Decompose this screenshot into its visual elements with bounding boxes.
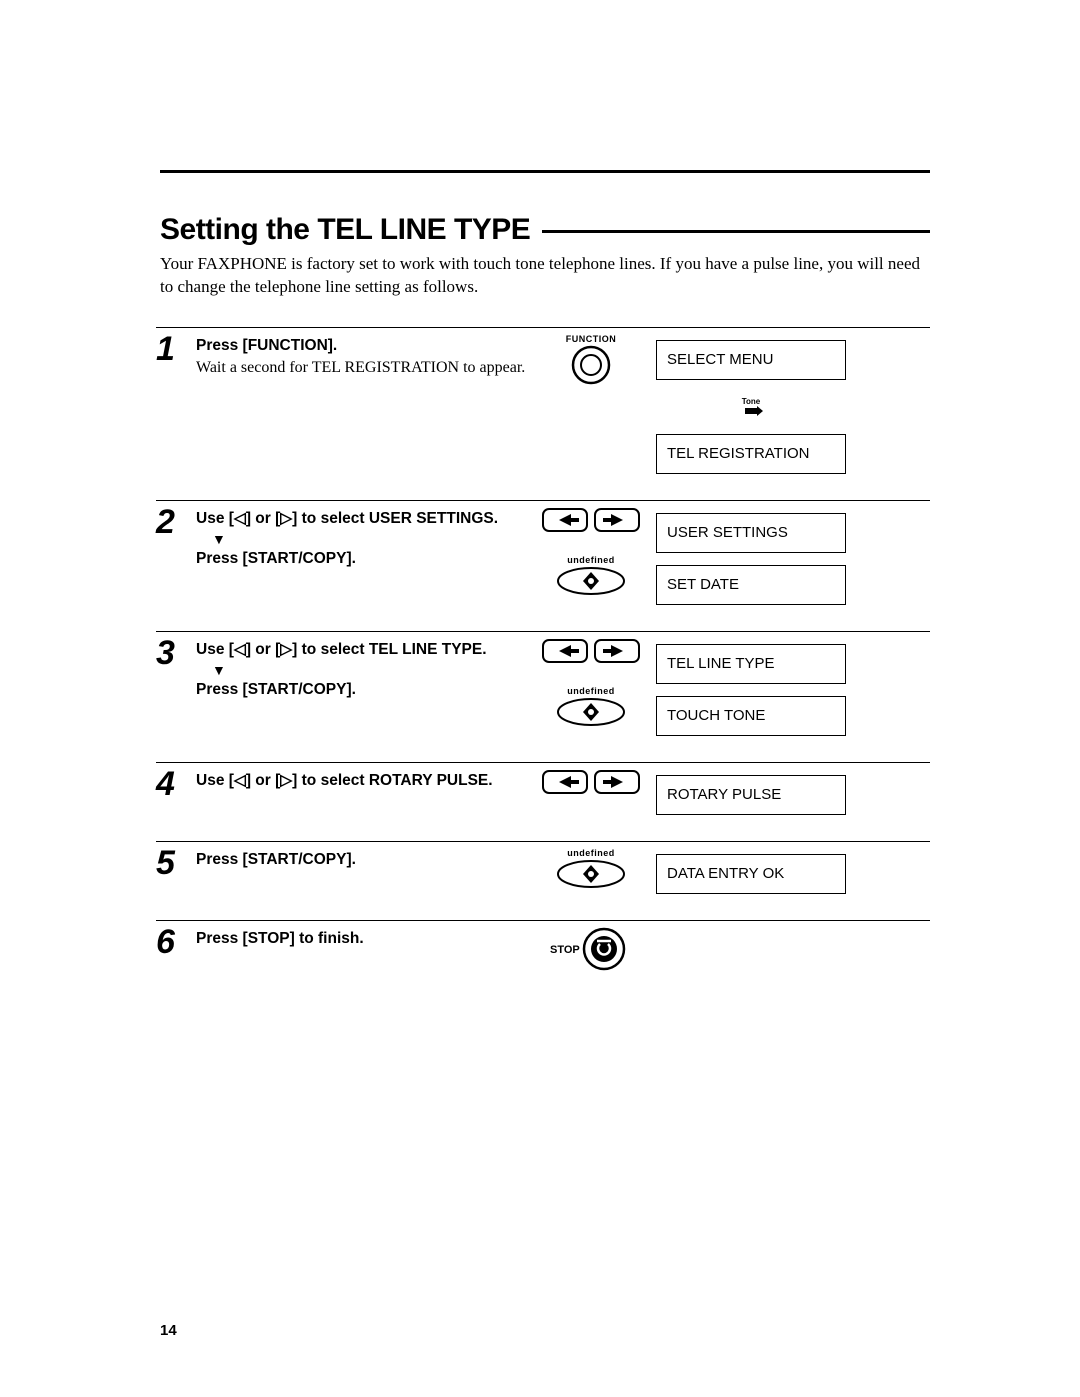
step-row: 4Use [◁] or [▷] to select ROTARY PULSE. …	[156, 762, 930, 815]
step-then: Press [START/COPY].	[196, 549, 526, 569]
stop-button-icon: STOP	[546, 927, 636, 971]
page-title: Setting the TEL LINE TYPE	[160, 213, 530, 247]
step-secondary: Wait a second for TEL REGISTRATION to ap…	[196, 358, 526, 379]
function-button-icon: FUNCTION	[566, 334, 617, 385]
step-icons	[526, 767, 656, 815]
step-icons: undefined	[526, 505, 656, 605]
step-row: 3Use [◁] or [▷] to select TEL LINE TYPE.…	[156, 631, 930, 736]
step-displays: ROTARY PULSE	[656, 767, 846, 815]
left-right-arrow-buttons-icon	[541, 769, 641, 795]
step-text: Use [◁] or [▷] to select USER SETTINGS. ▼…	[196, 505, 526, 605]
down-arrow-icon: ▼	[212, 531, 526, 547]
step-primary: Use [◁] or [▷] to select USER SETTINGS.	[196, 509, 526, 529]
step-primary: Press [START/COPY].	[196, 850, 526, 870]
left-right-arrow-buttons-icon	[541, 638, 641, 664]
start-copy-button-icon: undefined	[556, 848, 626, 889]
top-rule	[160, 170, 930, 173]
start-copy-button-icon: undefined	[556, 555, 626, 596]
down-arrow-icon: ▼	[212, 662, 526, 678]
step-displays: SELECT MENU Tone TEL REGISTRATION	[656, 332, 846, 474]
left-right-arrow-buttons-icon	[541, 507, 641, 533]
lcd-display: TEL REGISTRATION	[656, 434, 846, 474]
lcd-display: ROTARY PULSE	[656, 775, 846, 815]
step-primary: Press [FUNCTION].	[196, 336, 526, 356]
step-displays	[656, 925, 846, 971]
step-number: 5	[156, 846, 196, 894]
step-then: Press [START/COPY].	[196, 680, 526, 700]
step-icons: STOP	[526, 925, 656, 971]
svg-text:Tone: Tone	[742, 397, 761, 406]
step-number: 4	[156, 767, 196, 815]
step-number: 6	[156, 925, 196, 971]
lcd-display: DATA ENTRY OK	[656, 854, 846, 894]
lcd-display: SET DATE	[656, 565, 846, 605]
step-icons: FUNCTION	[526, 332, 656, 474]
heading-row: Setting the TEL LINE TYPE	[160, 213, 930, 247]
page-number: 14	[160, 1322, 177, 1339]
step-text: Use [◁] or [▷] to select TEL LINE TYPE. ▼…	[196, 636, 526, 736]
start-copy-button-icon: undefined	[556, 686, 626, 727]
step-row: 6Press [STOP] to finish. STOP	[156, 920, 930, 971]
title-underline	[542, 230, 930, 233]
step-icons: undefined	[526, 846, 656, 894]
lcd-display: SELECT MENU	[656, 340, 846, 380]
step-displays: USER SETTINGS SET DATE	[656, 505, 846, 605]
step-number: 3	[156, 636, 196, 736]
step-displays: TEL LINE TYPE TOUCH TONE	[656, 636, 846, 736]
step-primary: Use [◁] or [▷] to select ROTARY PULSE.	[196, 771, 526, 791]
step-row: 2Use [◁] or [▷] to select USER SETTINGS.…	[156, 500, 930, 605]
svg-text:STOP: STOP	[550, 944, 580, 956]
step-number: 2	[156, 505, 196, 605]
tone-arrow-icon: Tone	[731, 396, 771, 416]
step-text: Press [STOP] to finish.	[196, 925, 526, 971]
step-number: 1	[156, 332, 196, 474]
step-text: Use [◁] or [▷] to select ROTARY PULSE.	[196, 767, 526, 815]
step-text: Press [FUNCTION].Wait a second for TEL R…	[196, 332, 526, 474]
step-primary: Use [◁] or [▷] to select TEL LINE TYPE.	[196, 640, 526, 660]
step-primary: Press [STOP] to finish.	[196, 929, 526, 949]
steps-list: 1Press [FUNCTION].Wait a second for TEL …	[160, 327, 930, 971]
step-displays: DATA ENTRY OK	[656, 846, 846, 894]
step-row: 5Press [START/COPY]. undefined DATA ENTR…	[156, 841, 930, 894]
step-text: Press [START/COPY].	[196, 846, 526, 894]
lcd-display: TEL LINE TYPE	[656, 644, 846, 684]
lcd-display: TOUCH TONE	[656, 696, 846, 736]
manual-page: Setting the TEL LINE TYPE Your FAXPHONE …	[0, 0, 1080, 1057]
lcd-display: USER SETTINGS	[656, 513, 846, 553]
intro-text: Your FAXPHONE is factory set to work wit…	[160, 253, 930, 299]
step-row: 1Press [FUNCTION].Wait a second for TEL …	[156, 327, 930, 474]
step-icons: undefined	[526, 636, 656, 736]
